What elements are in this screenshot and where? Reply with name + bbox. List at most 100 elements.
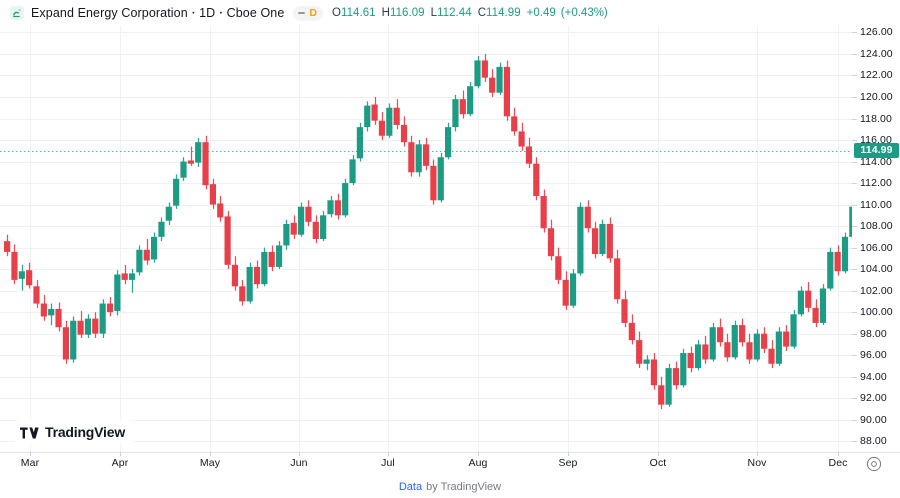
price-axis-tickmark <box>852 226 857 227</box>
chart-footer: Data by TradingView <box>0 476 900 498</box>
company-logo-icon <box>10 6 24 20</box>
price-axis-tick: 112.00 <box>860 177 892 190</box>
price-axis-tick: 116.00 <box>860 134 892 147</box>
price-axis-tick: 122.00 <box>860 69 893 82</box>
price-axis-tickmark <box>852 32 857 33</box>
chart-legend[interactable]: Expand Energy Corporation · 1D · Cboe On… <box>0 0 900 26</box>
price-axis-tickmark <box>852 119 857 120</box>
price-axis-tick: 88.00 <box>860 435 887 448</box>
ohlc-close-key: C <box>477 7 487 19</box>
time-axis-tickmark <box>210 452 211 456</box>
price-axis-tick: 90.00 <box>860 413 887 426</box>
tradingview-logo-icon <box>20 426 39 439</box>
ohlc-close: C114.99 <box>478 7 521 19</box>
price-axis-tickmark <box>852 183 857 184</box>
time-axis-tickmark <box>30 452 31 456</box>
legend-separator-2: · <box>218 4 224 21</box>
price-axis-tick: 102.00 <box>860 284 893 297</box>
interval-pill[interactable]: D <box>293 5 323 21</box>
tradingview-wordmark: TradingView <box>45 424 126 440</box>
price-axis-tick: 92.00 <box>860 392 887 405</box>
price-axis-tickmark <box>852 420 857 421</box>
symbol-name[interactable]: Expand Energy Corporation <box>31 6 188 20</box>
legend-separator-1: · <box>190 4 197 21</box>
price-axis-tickmark <box>852 54 857 55</box>
time-axis-label: Nov <box>747 457 767 469</box>
time-axis-tickmark <box>388 452 389 456</box>
time-axis-label: Jun <box>290 457 308 469</box>
price-axis-tick: 104.00 <box>860 263 893 276</box>
ohlc-high: H116.09 <box>382 7 425 19</box>
time-axis-label: May <box>199 457 221 469</box>
candlestick-series <box>4 53 852 409</box>
minus-icon <box>298 12 306 14</box>
interval-label[interactable]: 1D <box>199 6 216 20</box>
price-axis-tick: 114.00 <box>860 155 892 168</box>
interval-pill-letter: D <box>309 6 317 19</box>
price-axis-tickmark <box>852 205 857 206</box>
time-axis-border <box>0 452 900 453</box>
chart-plot-area[interactable] <box>0 26 852 452</box>
price-axis-tickmark <box>852 377 857 378</box>
tradingview-watermark: TradingView <box>10 419 138 445</box>
change-percent: (+0.43%) <box>560 7 608 19</box>
price-axis-tickmark <box>852 97 857 98</box>
change-absolute: +0.49 <box>526 7 556 19</box>
time-axis-label: Sep <box>558 457 578 469</box>
price-axis-tickmark <box>852 269 857 270</box>
price-axis-tickmark <box>852 291 857 292</box>
time-axis-tickmark <box>568 452 569 456</box>
price-axis-tick: 94.00 <box>860 370 887 383</box>
time-axis-label: Mar <box>20 457 40 469</box>
price-axis-tick: 106.00 <box>860 241 893 254</box>
data-attribution-text: by TradingView <box>426 481 502 493</box>
current-price-badge: 114.99 <box>854 143 899 159</box>
time-axis[interactable]: Mar Apr May Jun Jul Aug Sep Oct Nov Dec <box>0 452 900 476</box>
price-axis-tick: 96.00 <box>860 349 887 362</box>
price-axis-tick: 126.00 <box>860 26 893 39</box>
ohlc-low: L112.44 <box>431 7 472 19</box>
price-axis-tick: 98.00 <box>860 327 887 340</box>
time-axis-tickmark <box>478 452 479 456</box>
price-axis-tickmark <box>852 355 857 356</box>
price-axis-tick: 110.00 <box>860 198 892 211</box>
ohlc-low-value: 112.44 <box>437 7 472 19</box>
price-axis-tickmark <box>852 140 857 141</box>
price-axis-tickmark <box>852 162 857 163</box>
current-price-line <box>0 151 852 152</box>
price-axis-tickmark <box>852 312 857 313</box>
chart-gridlines <box>0 26 852 452</box>
time-axis-label: Oct <box>649 457 667 469</box>
time-axis-tickmark <box>757 452 758 456</box>
ohlc-open-key: O <box>332 7 341 19</box>
ohlc-close-value: 114.99 <box>486 7 521 19</box>
price-axis-tickmark <box>852 398 857 399</box>
price-axis-tickmark <box>852 334 857 335</box>
time-axis-label: Jul <box>381 457 395 469</box>
time-axis-tickmark <box>120 452 121 456</box>
time-axis-tickmark <box>299 452 300 456</box>
ohlc-low-key: L <box>430 7 438 19</box>
time-axis-tickmark <box>838 452 839 456</box>
ohlc-open: O114.61 <box>332 7 376 19</box>
time-axis-tickmark <box>658 452 659 456</box>
time-axis-label: Dec <box>828 457 848 469</box>
time-axis-label: Apr <box>111 457 129 469</box>
price-axis-tick: 100.00 <box>860 306 893 319</box>
price-axis-tick: 120.00 <box>860 91 893 103</box>
ohlc-high-value: 116.09 <box>389 7 425 19</box>
time-axis-label: Aug <box>468 457 488 469</box>
price-axis-tickmark <box>852 248 857 249</box>
price-axis-tick: 118.00 <box>860 112 892 125</box>
ohlc-high-key: H <box>381 7 390 19</box>
price-axis-tick: 108.00 <box>860 220 893 233</box>
price-axis-tickmark <box>852 75 857 76</box>
gear-icon[interactable] <box>866 456 882 472</box>
price-axis-tick: 124.00 <box>860 47 893 60</box>
data-attribution-link[interactable]: Data <box>398 481 423 493</box>
exchange-label[interactable]: Cboe One <box>226 6 285 20</box>
price-axis-tickmark <box>852 441 857 442</box>
ohlc-open-value: 114.61 <box>341 7 376 19</box>
price-axis[interactable]: 114.99 126.00 124.00 122.00 120.00 118.00 116… <box>852 26 900 452</box>
